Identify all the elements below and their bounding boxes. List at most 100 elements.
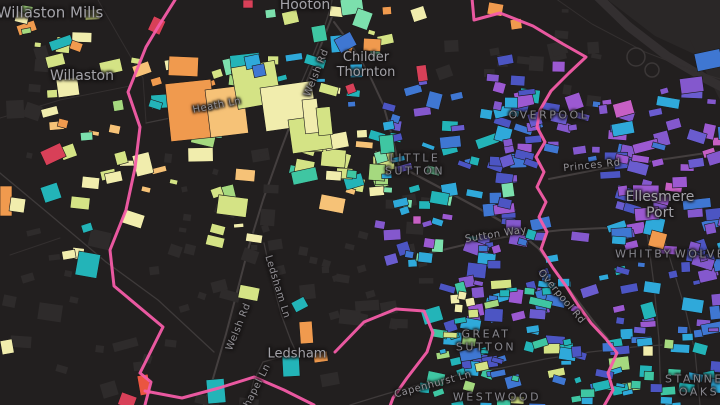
building[interactable] [677,326,689,334]
building[interactable] [320,147,347,169]
building[interactable] [504,96,518,109]
building[interactable] [430,216,445,228]
building[interactable] [408,183,421,194]
building[interactable] [392,196,410,209]
building[interactable] [84,8,101,21]
building[interactable] [303,53,327,70]
building[interactable] [20,4,34,15]
building[interactable] [485,73,500,83]
building[interactable] [490,279,513,290]
building[interactable] [591,146,601,154]
building[interactable] [630,380,642,390]
building[interactable] [425,90,444,111]
building[interactable] [709,377,720,395]
building[interactable] [681,332,694,342]
building[interactable] [637,261,646,268]
building[interactable] [81,175,101,190]
building[interactable] [167,55,199,78]
building[interactable] [560,360,572,366]
building[interactable] [467,308,479,319]
building[interactable] [717,217,720,229]
building[interactable] [149,76,163,88]
building[interactable] [474,360,490,373]
building[interactable] [480,349,490,355]
building[interactable] [442,331,458,339]
building[interactable] [415,64,429,83]
building[interactable] [704,222,718,236]
building[interactable] [140,185,152,194]
building[interactable] [346,169,358,179]
building[interactable] [367,28,376,37]
building[interactable] [33,41,42,48]
building[interactable] [356,129,368,139]
building[interactable] [68,39,84,53]
building[interactable] [647,229,668,250]
building[interactable] [711,255,720,273]
building[interactable] [465,188,484,200]
building[interactable] [651,141,667,152]
building[interactable] [418,381,431,394]
building[interactable] [450,124,466,133]
building[interactable] [549,110,569,126]
building[interactable] [573,376,583,385]
building[interactable] [312,350,329,364]
building[interactable] [456,159,473,170]
building[interactable] [479,402,493,405]
building[interactable] [517,88,536,97]
building[interactable] [74,250,102,279]
building[interactable] [8,196,27,214]
building[interactable] [617,184,629,197]
building[interactable] [382,120,396,132]
building[interactable] [113,150,129,166]
building[interactable] [48,34,74,52]
building[interactable] [418,200,431,210]
building[interactable] [691,341,709,356]
building[interactable] [660,396,673,405]
building[interactable] [642,345,654,357]
building[interactable] [412,215,422,225]
building[interactable] [465,261,488,280]
building[interactable] [209,222,227,237]
building[interactable] [61,248,77,261]
building[interactable] [439,134,462,150]
building[interactable] [318,82,340,98]
building[interactable] [639,320,657,329]
building[interactable] [687,371,704,383]
building[interactable] [525,324,540,334]
building[interactable] [483,307,504,323]
building[interactable] [717,125,720,141]
building[interactable] [614,153,630,165]
building[interactable] [687,157,705,169]
building[interactable] [55,76,81,98]
building[interactable] [117,391,138,405]
building[interactable] [499,289,510,298]
building[interactable] [510,395,525,405]
building[interactable] [310,24,328,44]
building[interactable] [373,219,386,230]
building[interactable] [46,89,58,99]
building[interactable] [409,5,428,23]
building[interactable] [571,144,587,156]
building[interactable] [351,7,374,31]
building[interactable] [524,134,543,145]
building[interactable] [383,252,399,267]
building[interactable] [571,345,583,358]
building[interactable] [461,335,477,348]
building[interactable] [710,291,720,307]
building[interactable] [281,9,300,26]
building[interactable] [298,320,314,345]
building[interactable] [367,163,387,182]
building[interactable] [432,387,446,398]
building[interactable] [579,283,600,299]
building[interactable] [513,148,535,163]
building[interactable] [422,237,436,250]
building[interactable] [633,326,647,335]
building[interactable] [597,104,609,115]
building[interactable] [492,100,503,112]
building[interactable] [403,83,423,97]
building[interactable] [438,348,447,355]
building[interactable] [614,200,626,211]
building[interactable] [347,101,356,108]
building[interactable] [611,235,627,246]
